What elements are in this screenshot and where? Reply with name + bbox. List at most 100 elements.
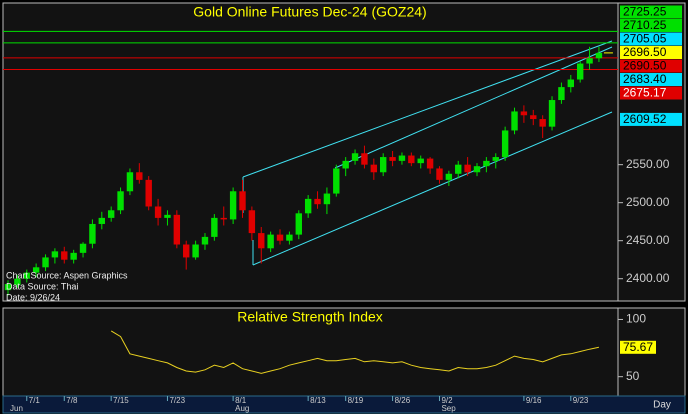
candle-body [586,58,593,64]
candle-body [276,234,284,241]
source-note: Date: 9/26/24 [6,292,60,302]
candle-body [483,160,490,167]
level-box [620,19,682,32]
level-label: 2609.52 [623,112,667,126]
level-box [620,112,682,126]
x-tick-label: 7/1 [29,396,41,405]
candle-body [389,157,396,161]
rsi-title: Relative Strength Index [237,309,383,325]
x-tick-label: 7/8 [66,396,78,405]
source-note: Data Source: Thai [6,281,78,291]
y-tick-label: 2400.00 [626,271,670,285]
level-label: 2690.50 [623,59,667,73]
candle-body [539,119,546,127]
level-label: 2675.17 [623,86,667,100]
level-label: 2725.25 [623,5,667,19]
candle-body [295,213,302,235]
candle-body [408,155,415,164]
candle-body [145,179,152,207]
candle-body [220,217,227,220]
candle-body [136,172,143,180]
candle-body [258,233,265,249]
candle-body [342,160,349,169]
candle-body [14,278,21,285]
candle-body [323,193,331,205]
candle-body [126,172,134,192]
date-axis-panel [2,395,686,414]
candle-body [42,257,49,268]
channel-inner [334,46,613,169]
candle-body [304,198,312,214]
candle-body [455,164,462,174]
x-tick-label: 7/23 [169,396,185,405]
candle-body [32,267,40,273]
candle-body [117,191,124,211]
candle-body [558,87,565,101]
level-box [620,86,682,100]
candle-body [567,79,574,88]
x-tick-label: 8/26 [395,396,411,405]
candle-body [248,210,256,234]
x-tick-label: 9/2 [441,396,453,405]
candle-body [183,244,190,258]
y-tick-label: 50 [626,369,640,383]
rsi-line [110,330,600,374]
candle-body [511,111,518,131]
candle-body [79,243,87,253]
x-tick-label: 8/13 [310,396,326,405]
candle-body [70,252,77,260]
month-label: Aug [235,404,249,413]
level-label: 2683.40 [623,72,667,86]
candle-body [576,63,584,80]
candle-body [211,217,218,237]
x-tick-label: 7/15 [113,396,129,405]
candle-body [351,153,359,161]
level-label: 2705.05 [623,32,667,46]
candle-body [595,52,603,59]
candle-body [267,234,274,249]
x-tick-label: 9/16 [526,396,542,405]
candle-body [398,155,406,161]
candle-body [464,164,471,173]
x-unit-label: Day [653,400,671,411]
rsi-value-box [620,340,656,354]
candle-body [501,130,509,158]
level-box [620,59,682,73]
candle-body [333,168,340,194]
candle-body [520,111,528,116]
candle-body [436,168,443,180]
channel-upper [242,40,613,178]
candle-body [314,198,321,205]
candle-body [492,157,499,161]
candle-body [473,166,481,173]
candle-body [445,173,453,180]
channel-lower [252,111,613,266]
month-label: Jun [10,404,23,413]
y-tick-label: 100 [626,312,646,326]
x-tick-label: 9/23 [573,396,589,405]
candle-body [417,158,424,164]
candle-body [173,214,181,245]
level-label: 2710.25 [623,18,667,32]
candle-body [380,157,387,173]
candle-body [192,244,199,258]
candle-body [164,214,171,218]
candle-body [426,158,434,169]
candle-body [361,153,368,165]
chart-title: Gold Online Futures Dec-24 (GOZ24) [193,4,426,20]
candle-body [89,223,96,244]
x-tick-label: 8/1 [235,396,247,405]
level-box [620,5,682,19]
candle-body [98,217,105,224]
level-box [620,73,682,86]
level-label: 2696.50 [623,45,667,59]
level-box [620,46,682,59]
candle-body [23,272,30,279]
candle-body [548,100,556,127]
candle-body [4,284,12,291]
candle-body [530,115,537,120]
candle-body [201,236,209,245]
level-box [620,32,682,46]
